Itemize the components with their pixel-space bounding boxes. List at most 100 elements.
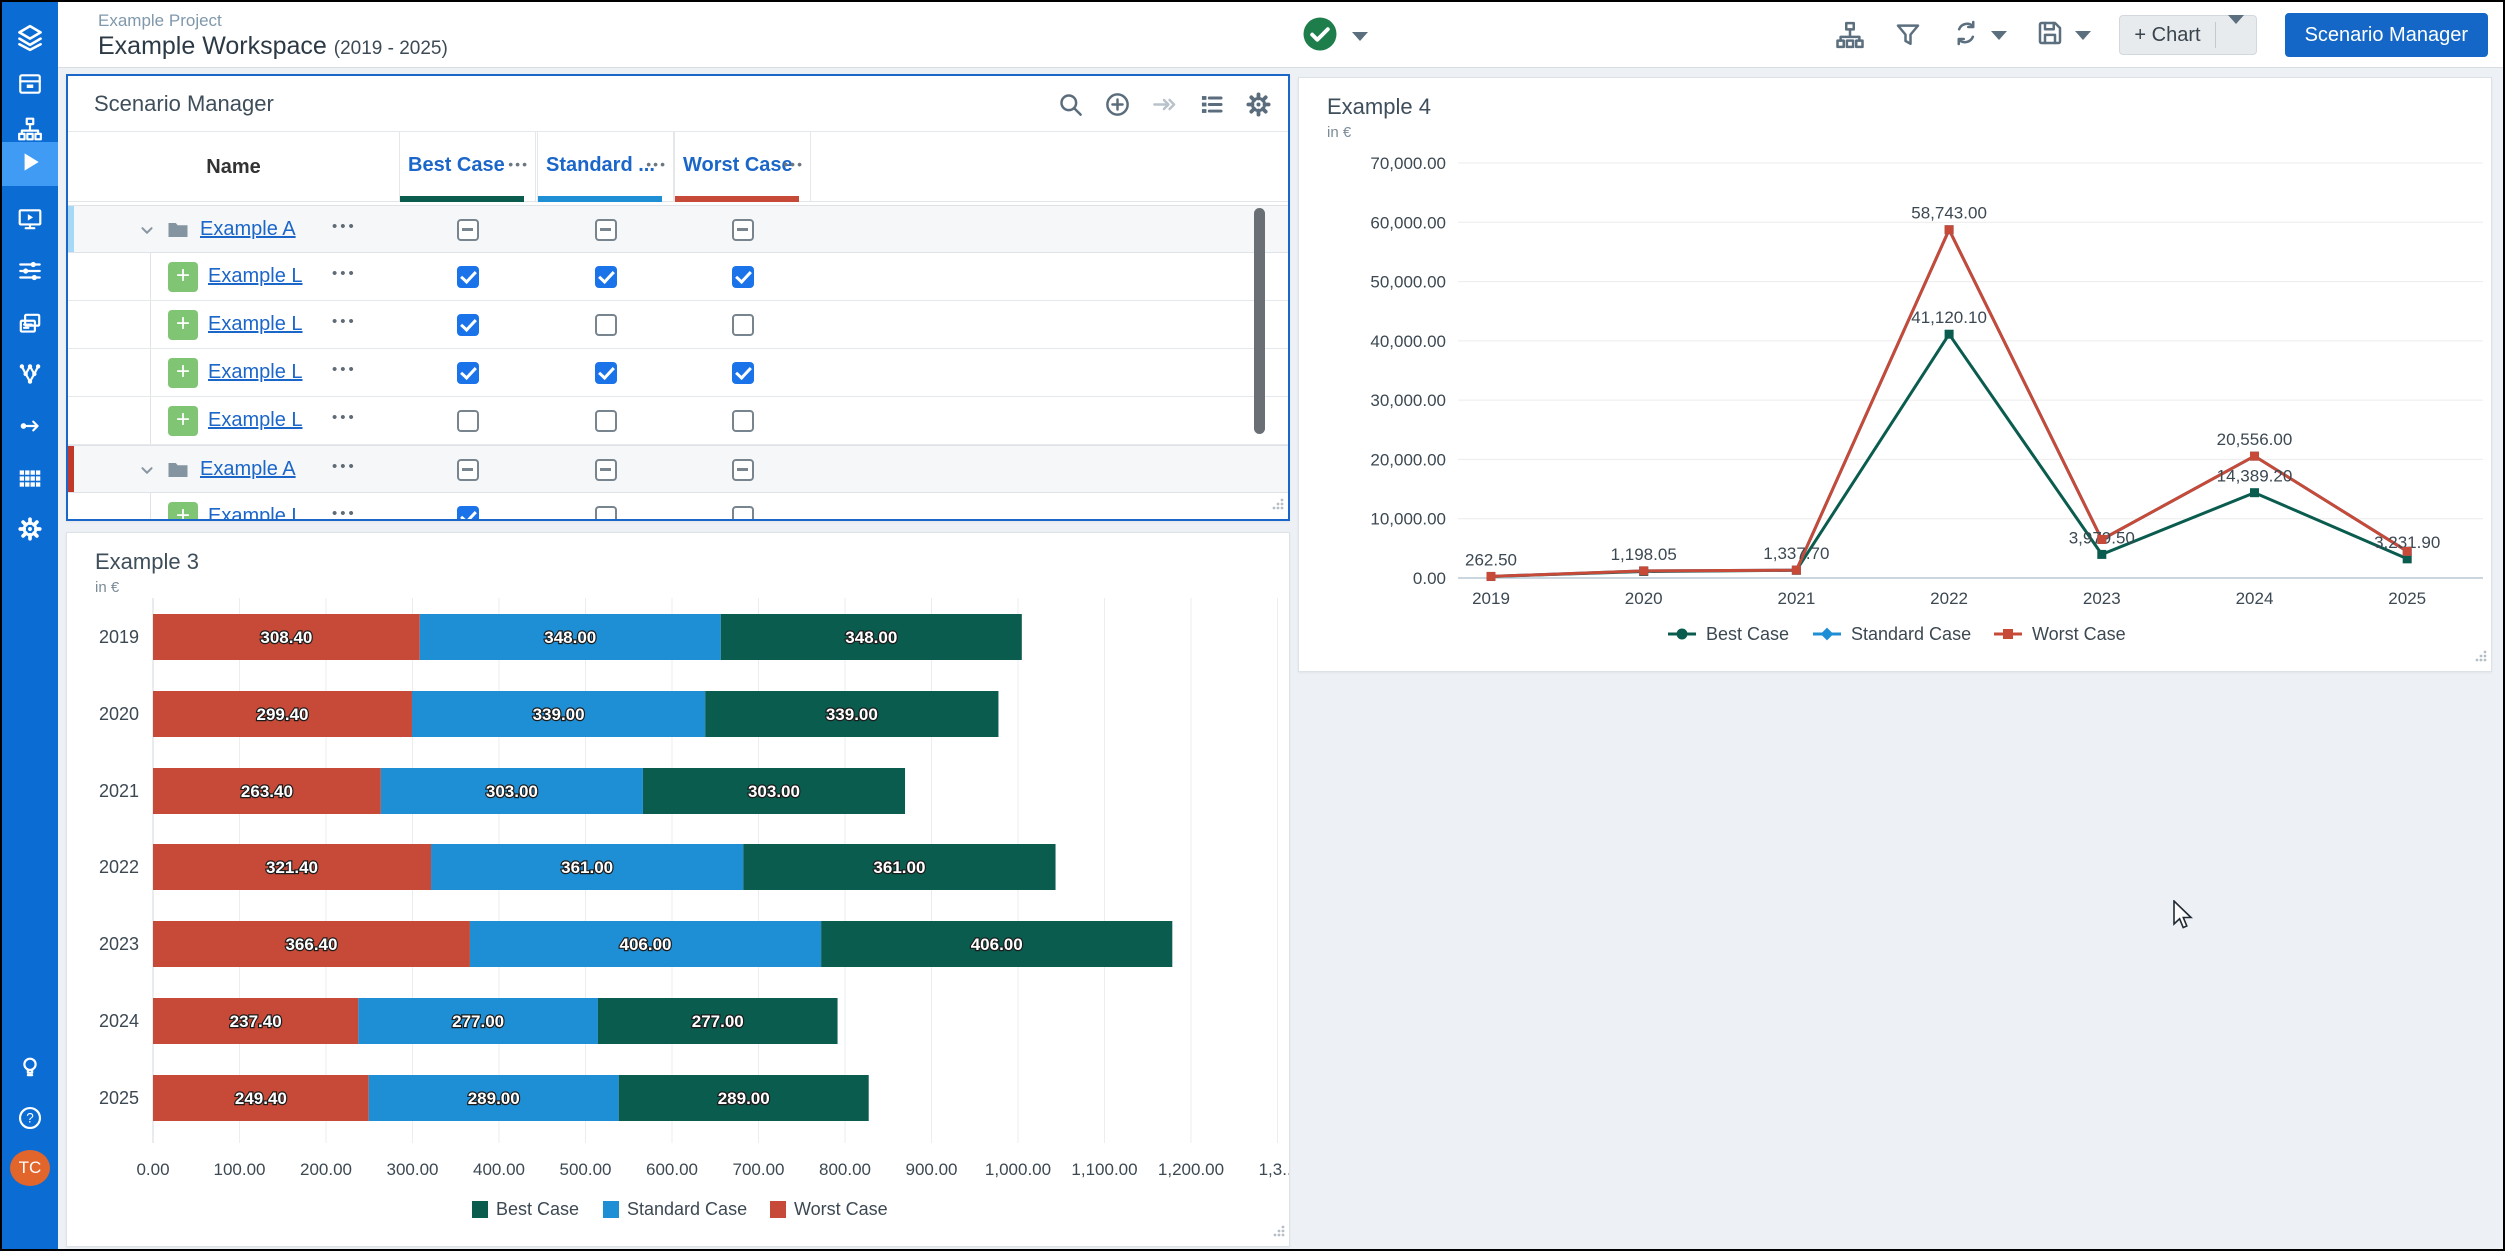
scenario-checkbox[interactable] <box>457 219 479 241</box>
chevron-down-icon[interactable] <box>2216 24 2256 47</box>
project-name: Example Project <box>98 11 222 31</box>
svg-text:200.00: 200.00 <box>300 1160 352 1179</box>
check-circle-icon[interactable] <box>1302 16 1338 57</box>
logo-icon <box>15 23 45 58</box>
help-icon: ? <box>17 1105 43 1136</box>
user-avatar[interactable]: TC <box>10 1150 50 1186</box>
scenario-manager-button[interactable]: Scenario Manager <box>2285 13 2488 57</box>
chevron-down-icon[interactable] <box>136 219 158 246</box>
scenario-checkbox[interactable] <box>732 410 754 432</box>
gear-icon[interactable] <box>1245 91 1272 118</box>
row-link[interactable]: Example L <box>208 361 303 384</box>
chevron-down-icon[interactable] <box>136 459 158 486</box>
scenario-checkbox[interactable] <box>732 266 754 288</box>
resize-grip-icon[interactable] <box>2474 649 2488 668</box>
svg-text:303.00: 303.00 <box>486 782 538 801</box>
svg-text:900.00: 900.00 <box>906 1160 958 1179</box>
row-link[interactable]: Example A <box>200 218 296 241</box>
svg-text:Worst Case: Worst Case <box>2032 624 2126 644</box>
scenario-link[interactable]: Standard ... <box>546 154 655 177</box>
svg-text:321.40: 321.40 <box>266 858 318 877</box>
name-column-header: Name <box>68 132 399 202</box>
sidebar-item-help[interactable]: ? <box>2 1098 58 1142</box>
plus-icon: + <box>168 310 198 340</box>
chart-title: Example 4 <box>1327 94 1431 120</box>
scrollbar-thumb[interactable] <box>1254 208 1265 434</box>
sidebar-item-sliders[interactable] <box>2 251 58 295</box>
row-link[interactable]: Example L <box>208 409 303 432</box>
row-menu-icon[interactable]: ••• <box>332 265 357 282</box>
row-menu-icon[interactable]: ••• <box>332 313 357 330</box>
sidebar-item-nodes[interactable] <box>2 354 58 398</box>
sidebar-item-grid[interactable] <box>2 458 58 502</box>
scenario-checkbox[interactable] <box>457 362 479 384</box>
scenario-checkbox[interactable] <box>595 362 617 384</box>
chevron-down-icon[interactable] <box>1352 32 1368 41</box>
scenario-checkbox[interactable] <box>595 459 617 481</box>
list-icon[interactable] <box>1198 91 1225 118</box>
play-icon <box>17 149 43 180</box>
add-chart-button[interactable]: + Chart <box>2119 15 2256 55</box>
chevron-down-icon[interactable] <box>1991 31 2007 40</box>
row-menu-icon[interactable]: ••• <box>332 218 357 235</box>
filter-icon[interactable] <box>1893 20 1923 50</box>
arrow-right-icon[interactable] <box>1151 91 1178 118</box>
resize-grip-icon[interactable] <box>1271 497 1285 516</box>
scenario-checkbox[interactable] <box>595 219 617 241</box>
app-logo[interactable] <box>2 18 58 62</box>
row-link[interactable]: Example A <box>200 458 296 481</box>
scenario-row: + Example L ••• <box>68 301 1288 349</box>
scenario-checkbox[interactable] <box>595 410 617 432</box>
resize-grip-icon[interactable] <box>1272 1224 1286 1243</box>
save-icon[interactable] <box>2035 18 2065 53</box>
sidebar-item-play[interactable] <box>2 142 58 186</box>
scenario-checkbox[interactable] <box>732 506 754 519</box>
row-menu-icon[interactable]: ••• <box>332 505 357 519</box>
scenario-checkbox[interactable] <box>457 266 479 288</box>
scenario-checkbox[interactable] <box>595 314 617 336</box>
column-menu-icon[interactable]: ••• <box>783 156 804 172</box>
scenario-checkbox[interactable] <box>457 410 479 432</box>
svg-text:277.00: 277.00 <box>452 1012 504 1031</box>
scenario-checkbox[interactable] <box>732 314 754 336</box>
hierarchy-icon[interactable] <box>1835 20 1865 50</box>
scenario-checkbox[interactable] <box>732 459 754 481</box>
row-link[interactable]: Example L <box>208 313 303 336</box>
scenario-checkbox[interactable] <box>595 506 617 519</box>
row-link[interactable]: Example L <box>208 265 303 288</box>
svg-text:299.40: 299.40 <box>256 705 308 724</box>
svg-text:262.50: 262.50 <box>1465 550 1517 569</box>
scenario-checkbox[interactable] <box>457 506 479 519</box>
sidebar-item-bulb[interactable] <box>2 1047 58 1091</box>
svg-text:361.00: 361.00 <box>873 858 925 877</box>
svg-text:Best Case: Best Case <box>1706 624 1789 644</box>
scenario-checkbox[interactable] <box>457 459 479 481</box>
scenario-checkbox[interactable] <box>595 266 617 288</box>
scenario-checkbox[interactable] <box>732 362 754 384</box>
row-link[interactable]: Example L <box>208 505 303 519</box>
plus-circle-icon[interactable] <box>1104 91 1131 118</box>
row-menu-icon[interactable]: ••• <box>332 409 357 426</box>
sidebar-item-screen-play[interactable] <box>2 199 58 243</box>
sidebar-item-archive[interactable] <box>2 64 58 108</box>
svg-text:20,000.00: 20,000.00 <box>1370 450 1446 469</box>
column-menu-icon[interactable]: ••• <box>646 156 667 172</box>
sidebar-item-pages[interactable] <box>2 304 58 348</box>
svg-text:60,000.00: 60,000.00 <box>1370 213 1446 232</box>
scenario-link[interactable]: Best Case <box>408 154 505 177</box>
plus-icon: + <box>168 406 198 436</box>
scenario-checkbox[interactable] <box>457 314 479 336</box>
search-icon[interactable] <box>1057 91 1084 118</box>
scenario-checkbox[interactable] <box>732 219 754 241</box>
svg-text:2023: 2023 <box>99 934 139 954</box>
column-menu-icon[interactable]: ••• <box>508 156 529 172</box>
svg-text:41,120.10: 41,120.10 <box>1911 308 1987 327</box>
row-menu-icon[interactable]: ••• <box>332 458 357 475</box>
sidebar-item-flow[interactable] <box>2 406 58 450</box>
sidebar-item-gear[interactable] <box>2 509 58 553</box>
scenario-link[interactable]: Worst Case <box>683 154 793 177</box>
row-menu-icon[interactable]: ••• <box>332 361 357 378</box>
chevron-down-icon[interactable] <box>2075 31 2091 40</box>
scenario-column-header: Best Case••• <box>399 132 536 202</box>
refresh-icon[interactable] <box>1951 18 1981 53</box>
